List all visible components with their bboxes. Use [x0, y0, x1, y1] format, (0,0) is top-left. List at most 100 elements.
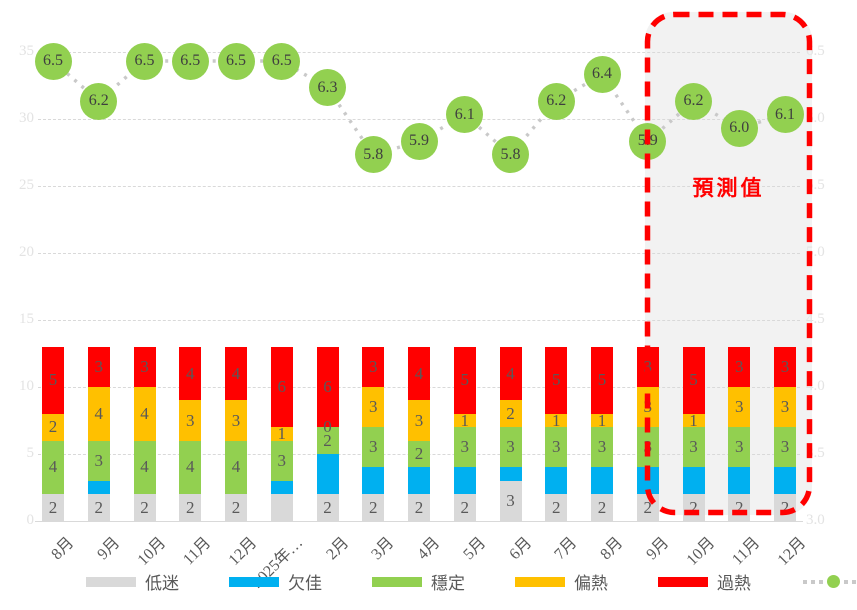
bar-segment-穩定 — [408, 440, 430, 468]
bar-segment-過熱 — [87, 346, 110, 387]
bar-segment-欠佳 — [591, 467, 613, 495]
bar-segment-過熱 — [179, 346, 202, 401]
legend-label: 偏熱 — [574, 574, 608, 593]
index-data-point: 6.5 — [171, 42, 209, 80]
legend-label: 穩定 — [431, 574, 465, 593]
legend-swatch — [229, 576, 279, 587]
bar-segment-偏熱 — [591, 413, 613, 428]
legend-swatch — [515, 576, 565, 587]
bar-segment-value: 2 — [506, 403, 515, 423]
right-axis-tick: 6.0 — [806, 110, 825, 126]
bar-segment-value: 3 — [780, 397, 790, 417]
legend-line-dot — [851, 579, 856, 584]
chart-legend: 低迷 欠佳 穩定 偏熱 過熱 景氣指數 — [86, 569, 857, 594]
line-marker-icon — [801, 575, 857, 588]
bar-segment-value: 2 — [323, 497, 332, 517]
bar-segment-value: 3 — [643, 397, 653, 417]
bar-segment-value: 2 — [94, 497, 104, 517]
index-data-point: 6.5 — [126, 42, 163, 80]
bar-segment-欠佳 — [728, 467, 751, 495]
index-data-point: 5.8 — [354, 136, 392, 174]
index-data-point: 6.4 — [583, 55, 621, 93]
bar-segment-欠佳 — [270, 480, 293, 495]
bar-segment-低迷 — [362, 494, 385, 521]
left-axis-tick: 0 — [26, 512, 35, 528]
bar-segment-value: 3 — [140, 356, 149, 376]
legend-label: 欠佳 — [288, 574, 322, 593]
left-axis-tick: 15 — [19, 311, 34, 327]
bar-segment-穩定 — [362, 427, 385, 468]
bar-segment-value: 2 — [460, 497, 470, 517]
bar-segment-value: 6 — [277, 377, 287, 396]
bar-segment-低迷 — [591, 494, 613, 521]
bar-segment-過熱 — [316, 346, 339, 428]
gridline — [38, 119, 800, 120]
bar-segment-value: 5 — [48, 370, 58, 390]
bar-segment-過熱 — [499, 346, 522, 401]
legend-item-景氣指數: 景氣指數 — [801, 569, 857, 594]
left-axis-tick: 20 — [19, 244, 34, 260]
bar-segment-value: 3 — [94, 356, 104, 376]
index-data-point: 5.9 — [629, 122, 667, 160]
bar-segment-偏熱 — [545, 413, 568, 428]
bar-segment-value: 3 — [369, 356, 378, 376]
bar-segment-穩定 — [453, 427, 476, 468]
bar-segment-value: 2 — [414, 444, 424, 463]
bar-segment-偏熱 — [42, 413, 64, 441]
bar-segment-偏熱 — [87, 387, 110, 441]
legend-line-dot — [818, 579, 823, 584]
bar-segment-欠佳 — [316, 454, 339, 495]
bar-segment-偏熱 — [408, 400, 430, 441]
bar-segment-欠佳 — [636, 467, 659, 495]
bar-segment-value: 2 — [735, 497, 744, 517]
bar-segment-欠佳 — [408, 467, 430, 495]
bar-segment-value: 3 — [643, 437, 653, 457]
bar-segment-偏熱 — [362, 387, 385, 428]
bar-segment-value: 3 — [231, 410, 241, 430]
index-data-point: 6.2 — [537, 82, 575, 120]
left-axis-tick: 35 — [19, 43, 34, 59]
bar-segment-穩定 — [316, 427, 339, 454]
bar-segment-value: 3 — [460, 437, 470, 457]
bar-segment-低迷 — [87, 494, 110, 521]
bar-segment-穩定 — [179, 440, 202, 495]
bar-segment-value: 6 — [323, 377, 332, 396]
bar-segment-偏熱 — [270, 427, 293, 441]
bar-segment-value: 4 — [48, 457, 58, 477]
bar-segment-欠佳 — [362, 467, 385, 495]
right-axis-tick: 6.5 — [806, 43, 825, 59]
index-data-point: 6.0 — [720, 109, 758, 147]
bar-segment-value: 3 — [414, 410, 424, 430]
bar-segment-偏熱 — [499, 400, 522, 428]
bar-segment-value: 2 — [643, 497, 653, 517]
bar-segment-value: 2 — [140, 497, 149, 517]
bar-segment-value: 3 — [689, 437, 698, 457]
bar-segment-value: 2 — [186, 497, 195, 517]
bar-segment-過熱 — [42, 346, 64, 414]
bar-segment-value: 1 — [460, 410, 470, 430]
gridline — [38, 52, 800, 53]
bar-segment-過熱 — [408, 346, 430, 401]
bar-segment-value: 3 — [277, 450, 287, 470]
bar-segment-偏熱 — [225, 400, 247, 441]
bar-segment-value: 5 — [552, 370, 561, 390]
bar-segment-value: 1 — [597, 410, 607, 430]
bar-segment-低迷 — [179, 494, 202, 521]
bar-segment-穩定 — [42, 440, 64, 495]
bar-segment-value: 4 — [140, 403, 149, 423]
index-data-point: 6.2 — [675, 82, 712, 120]
bar-segment-value: 4 — [231, 457, 241, 477]
right-axis-tick: 5.0 — [806, 244, 825, 260]
bar-segment-value: 2 — [552, 497, 561, 517]
right-axis-tick: 3.0 — [806, 512, 825, 528]
bar-segment-value: 3 — [506, 437, 515, 457]
bar-segment-value: 4 — [140, 457, 149, 477]
legend-label: 過熱 — [717, 574, 751, 593]
bar-segment-value: 4 — [94, 403, 104, 423]
bar-segment-穩定 — [499, 427, 522, 468]
bar-segment-value: 2 — [369, 497, 378, 517]
forecast-label: 預測值 — [692, 176, 765, 200]
bar-segment-偏熱 — [453, 413, 476, 428]
index-data-point: 6.2 — [80, 82, 118, 120]
